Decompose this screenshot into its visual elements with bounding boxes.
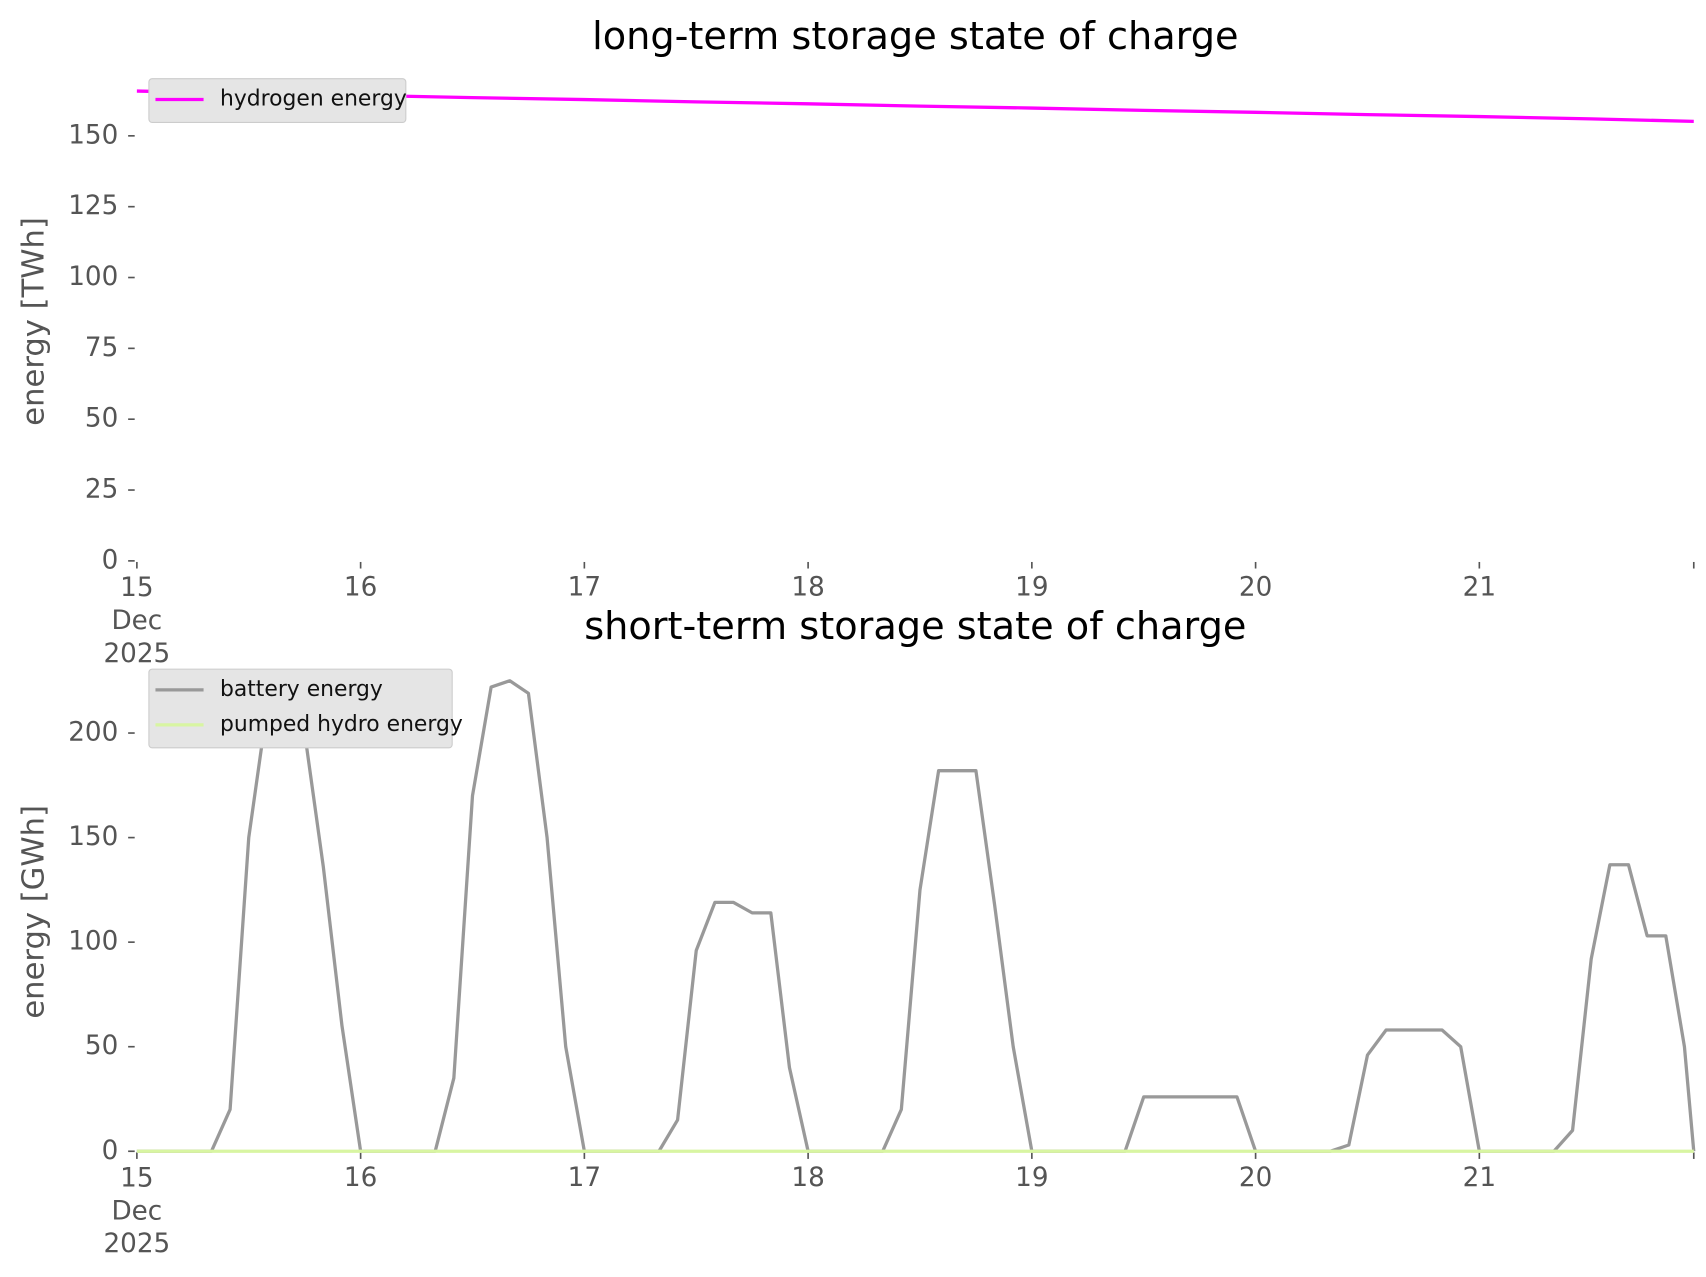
y-tick-label: 25 bbox=[85, 475, 118, 505]
y-axis-label: energy [GWh] bbox=[17, 805, 52, 1019]
x-tick-label-line: Dec bbox=[111, 606, 162, 636]
x-tick-label-line: Dec bbox=[111, 1196, 162, 1226]
y-tick-label: 150 bbox=[68, 822, 118, 852]
x-tick-label: 15 Dec 2025 bbox=[104, 573, 171, 669]
legend-label: battery energy bbox=[220, 677, 383, 702]
x-tick-label: 15 Dec 2025 bbox=[104, 1163, 171, 1259]
chart-title: long-term storage state of charge bbox=[592, 14, 1238, 59]
y-tick-label: 150 bbox=[68, 120, 118, 150]
x-tick-label: 20 bbox=[1239, 573, 1272, 603]
x-tick-label: 18 bbox=[791, 573, 824, 603]
x-tick-label: 19 bbox=[1015, 573, 1048, 603]
legend-label: pumped hydro energy bbox=[220, 712, 463, 737]
y-tick-label: 0 bbox=[102, 1136, 119, 1166]
y-tick-label: 125 bbox=[68, 191, 118, 221]
y-tick-label: 0 bbox=[102, 545, 119, 575]
x-tick-label: 17 bbox=[568, 573, 601, 603]
x-tick-label-line: 2025 bbox=[104, 638, 171, 668]
x-tick-label-line: 15 bbox=[120, 573, 153, 603]
x-tick-label: 19 bbox=[1015, 1163, 1048, 1193]
legend-label: hydrogen energy bbox=[220, 86, 407, 111]
x-tick-label: 21 bbox=[1463, 1163, 1496, 1193]
y-axis-label: energy [TWh] bbox=[17, 217, 52, 426]
x-tick-label: 17 bbox=[568, 1163, 601, 1193]
x-tick-label: 20 bbox=[1239, 1163, 1272, 1193]
y-tick-label: 100 bbox=[68, 927, 118, 957]
x-tick-label: 18 bbox=[791, 1163, 824, 1193]
x-tick-label: 16 bbox=[344, 573, 377, 603]
x-tick-label: 16 bbox=[344, 1163, 377, 1193]
y-tick-label: 50 bbox=[85, 1031, 118, 1061]
x-tick-label: 21 bbox=[1463, 573, 1496, 603]
chart-title: short-term storage state of charge bbox=[584, 604, 1246, 649]
series-line bbox=[136, 679, 1696, 1153]
y-tick-label: 50 bbox=[85, 404, 118, 434]
legend-box bbox=[148, 78, 407, 123]
y-tick-label: 75 bbox=[85, 333, 118, 363]
legend-box bbox=[148, 668, 453, 749]
y-tick-label: 200 bbox=[68, 718, 118, 748]
x-tick-label-line: 15 bbox=[120, 1163, 153, 1193]
y-tick-label: 100 bbox=[68, 262, 118, 292]
x-tick-label-line: 2025 bbox=[104, 1229, 171, 1259]
